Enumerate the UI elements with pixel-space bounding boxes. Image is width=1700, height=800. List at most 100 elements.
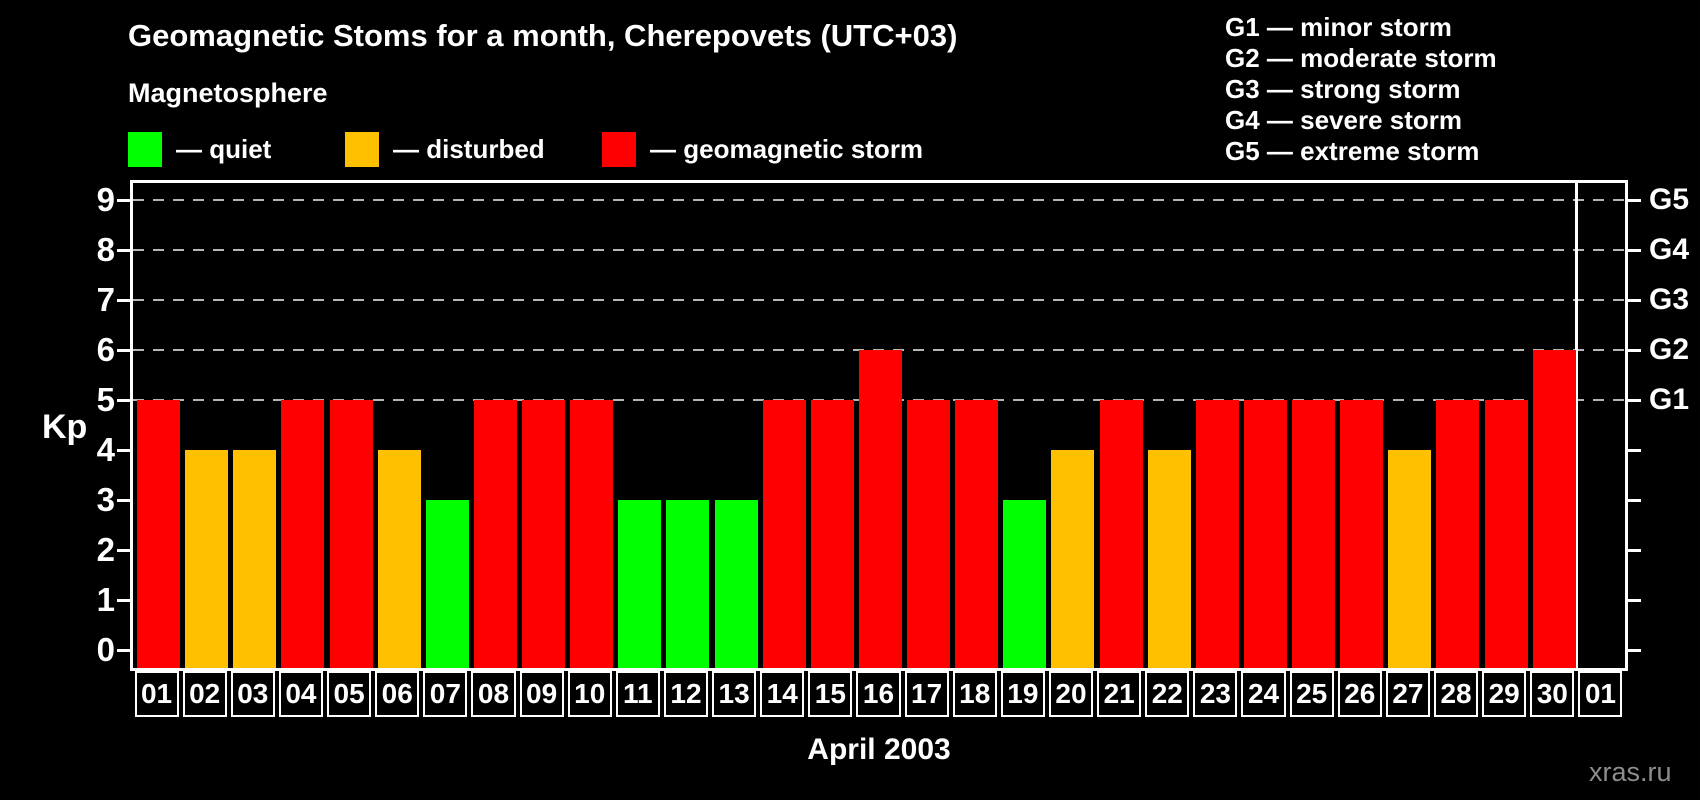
- y-axis-title: Kp: [42, 408, 88, 446]
- bar-day-03: [233, 450, 277, 668]
- x-label-cell-28: 28: [1433, 671, 1479, 717]
- bar-day-01: [137, 400, 180, 668]
- x-label-cell-20: 20: [1048, 671, 1094, 717]
- x-label-cell-22: 22: [1145, 671, 1190, 717]
- x-label-cell-01: 01: [134, 671, 179, 717]
- chart-title: Geomagnetic Stoms for a month, Cherepove…: [128, 18, 958, 53]
- left-tick-kp-3: [117, 498, 130, 502]
- x-label-cell-24: 24: [1241, 671, 1286, 717]
- right-tick-kp-9: [1628, 198, 1641, 202]
- bar-day-28: [1436, 400, 1480, 668]
- x-label-cell-21: 21: [1097, 671, 1142, 717]
- storm-color-swatch: [602, 132, 636, 167]
- x-label-cell-14: 14: [760, 671, 805, 717]
- left-tick-kp-0: [117, 648, 130, 652]
- bar-day-16: [858, 350, 902, 668]
- y-tick-label-8: 8: [96, 231, 115, 268]
- right-tick-kp-1: [1628, 598, 1641, 602]
- bar-day-11: [618, 500, 662, 668]
- x-label-cell-18: 18: [952, 671, 997, 717]
- x-label-cell-30: 30: [1530, 671, 1575, 717]
- right-tick-kp-6: [1628, 348, 1641, 352]
- bar-day-14: [762, 400, 806, 668]
- x-label-cell-04: 04: [278, 671, 323, 717]
- plot-area: [130, 180, 1628, 671]
- quiet-label: — quiet: [176, 134, 272, 164]
- quiet-color-swatch: [128, 132, 162, 167]
- legend-item-quiet: — quiet: [128, 132, 271, 167]
- x-axis-title: April 2003: [807, 733, 951, 766]
- right-tick-kp-8: [1628, 248, 1641, 252]
- x-label-cell-05: 05: [327, 671, 372, 717]
- bar-day-13: [714, 500, 758, 668]
- x-label-cell-06: 06: [375, 671, 420, 717]
- x-label-cell-23: 23: [1193, 671, 1238, 717]
- right-axis-label-g2: G2: [1649, 333, 1690, 366]
- bar-day-09: [522, 400, 566, 668]
- x-label-cell-25: 25: [1289, 671, 1334, 717]
- g-scale-legend: G1 — minor storm G2 — moderate storm G3 …: [1225, 12, 1497, 167]
- x-label-cell-19: 19: [1000, 671, 1045, 717]
- right-axis-label-g3: G3: [1649, 283, 1690, 316]
- right-axis-label-g5: G5: [1649, 183, 1690, 216]
- x-label-cell-07: 07: [423, 671, 468, 717]
- x-label-cell-16: 16: [856, 671, 901, 717]
- left-tick-kp-8: [117, 248, 130, 252]
- bar-day-02: [185, 450, 229, 668]
- bar-day-23: [1195, 400, 1239, 668]
- bar-day-15: [810, 400, 854, 668]
- gridline-kp-8: [133, 249, 1625, 251]
- left-tick-kp-9: [117, 198, 130, 202]
- right-tick-kp-0: [1628, 648, 1641, 652]
- x-label-cell-26: 26: [1337, 671, 1382, 717]
- bar-day-22: [1147, 450, 1191, 668]
- right-tick-kp-4: [1628, 448, 1641, 452]
- bar-day-21: [1099, 400, 1143, 668]
- g5-legend-line: G5 — extreme storm: [1225, 136, 1480, 166]
- y-tick-label-5: 5: [96, 381, 115, 418]
- gridline-kp-7: [133, 299, 1625, 301]
- gridline-kp-9: [133, 199, 1625, 201]
- x-label-cell-13: 13: [712, 671, 757, 717]
- bar-day-07: [425, 500, 469, 668]
- y-tick-label-9: 9: [96, 181, 115, 218]
- y-tick-label-2: 2: [96, 531, 115, 568]
- legend-item-storm: — geomagnetic storm: [602, 132, 923, 167]
- bar-day-30: [1532, 350, 1576, 668]
- bar-day-25: [1292, 400, 1336, 668]
- bar-day-17: [907, 400, 951, 668]
- g2-legend-line: G2 — moderate storm: [1225, 43, 1497, 73]
- right-tick-kp-2: [1628, 548, 1641, 552]
- legend-item-disturbed: — disturbed: [345, 132, 545, 167]
- x-label-cell-next-01: 01: [1578, 671, 1623, 717]
- storm-label: — geomagnetic storm: [650, 134, 924, 164]
- y-tick-label-0: 0: [96, 631, 115, 668]
- bar-day-04: [281, 400, 325, 668]
- bar-day-08: [473, 400, 517, 668]
- bar-day-24: [1243, 400, 1287, 668]
- left-tick-kp-1: [117, 598, 130, 602]
- y-tick-label-1: 1: [96, 581, 115, 618]
- right-axis-label-g4: G4: [1649, 233, 1690, 266]
- x-label-cell-10: 10: [567, 671, 612, 717]
- bar-day-26: [1340, 400, 1384, 668]
- x-label-cell-29: 29: [1482, 671, 1527, 717]
- bar-day-27: [1388, 450, 1432, 668]
- x-label-cell-12: 12: [663, 671, 709, 717]
- right-axis-label-g1: G1: [1649, 383, 1690, 416]
- y-tick-label-3: 3: [96, 481, 115, 518]
- bar-day-18: [955, 400, 999, 668]
- left-tick-kp-2: [117, 548, 130, 552]
- bar-day-06: [377, 450, 421, 668]
- left-tick-kp-4: [117, 448, 130, 452]
- disturbed-color-swatch: [345, 132, 379, 167]
- left-tick-kp-6: [117, 348, 130, 352]
- x-label-cell-02: 02: [182, 671, 227, 717]
- y-tick-label-6: 6: [96, 331, 115, 368]
- x-label-cell-08: 08: [471, 671, 516, 717]
- x-label-cell-11: 11: [615, 671, 660, 717]
- right-tick-kp-7: [1628, 298, 1641, 302]
- right-tick-kp-5: [1628, 398, 1641, 402]
- y-tick-label-7: 7: [96, 281, 115, 318]
- bar-day-29: [1484, 400, 1528, 668]
